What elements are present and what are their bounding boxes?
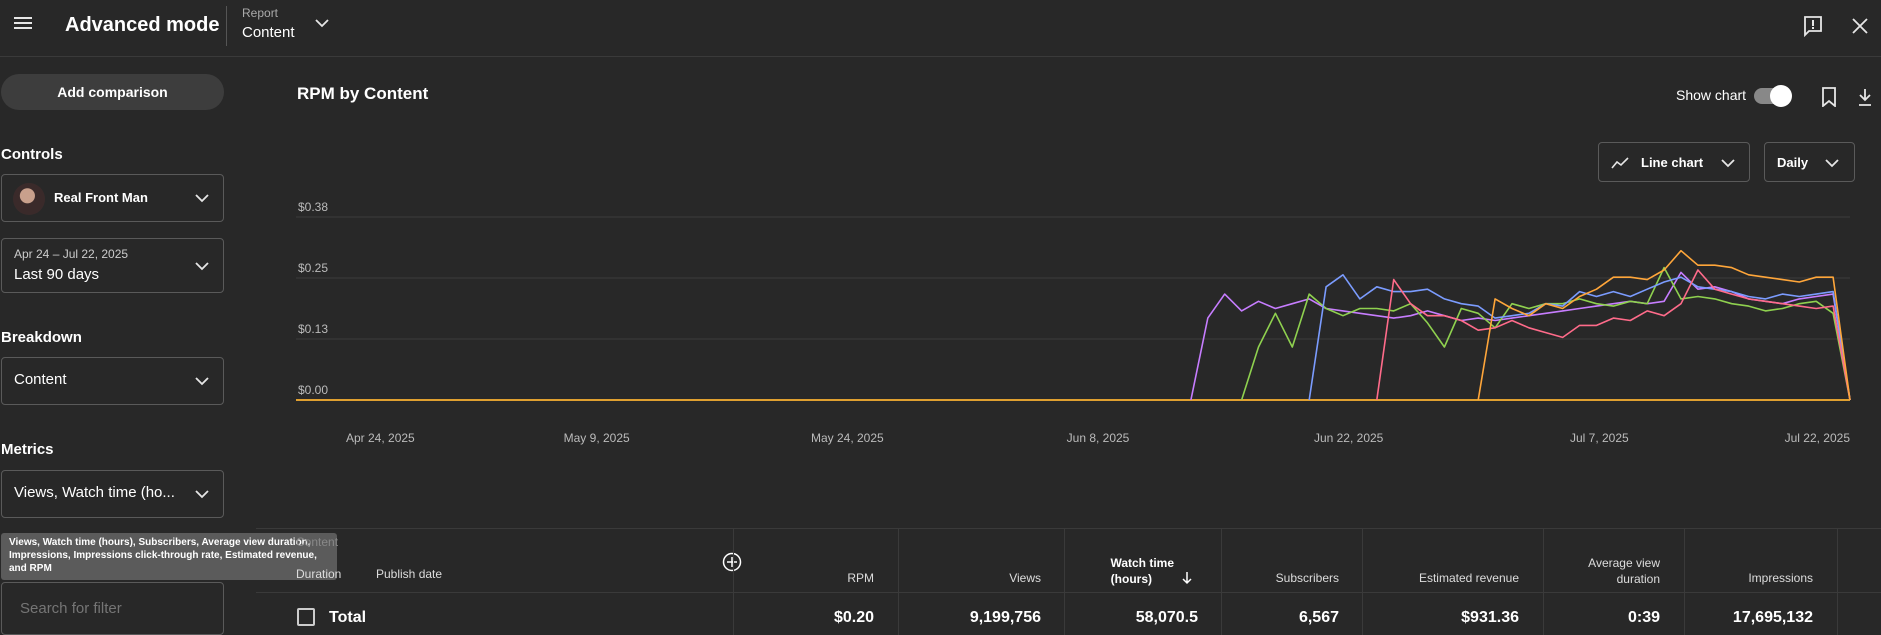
line-chart-icon (1611, 157, 1629, 169)
watch-time-column-header[interactable]: Watch time (hours) (1110, 555, 1174, 587)
add-comparison-button[interactable]: Add comparison (1, 74, 224, 110)
breakdown-value: Content (14, 371, 67, 388)
x-tick-label: Apr 24, 2025 (346, 431, 415, 445)
y-tick-label: $0.38 (298, 200, 328, 214)
metrics-tooltip: Views, Watch time (hours), Subscribers, … (1, 533, 337, 580)
y-tick-label: $0.13 (298, 322, 328, 336)
report-label: Report (242, 6, 279, 20)
total-average-view-duration: 0:39 (1627, 609, 1660, 626)
feedback-icon[interactable] (1802, 15, 1824, 37)
x-tick-label: Jun 8, 2025 (1067, 431, 1130, 445)
table-top-border (256, 528, 1881, 529)
channel-name: Real Front Man (54, 190, 148, 205)
breakdown-heading: Breakdown (1, 329, 82, 346)
interval-dropdown[interactable]: Daily (1764, 142, 1855, 182)
metrics-value: Views, Watch time (ho... (14, 484, 175, 501)
controls-heading: Controls (1, 146, 63, 163)
search-filter-input[interactable] (1, 582, 224, 635)
col-divider (1064, 528, 1065, 635)
total-row-checkbox[interactable] (297, 608, 315, 626)
estimated-revenue-column-header[interactable]: Estimated revenue (1418, 571, 1519, 585)
publish-date-column-header[interactable]: Publish date (376, 567, 443, 581)
chart-title: RPM by Content (297, 84, 429, 103)
avg-view-header-line1: Average view (1588, 556, 1660, 570)
divider (226, 6, 227, 46)
menu-icon[interactable] (12, 14, 34, 36)
series-line-2 (1240, 266, 1851, 401)
series-line-3 (1308, 274, 1851, 401)
chart-panel: RPM by Content Show chart Line chart Dai… (256, 57, 1881, 635)
col-divider (1221, 528, 1222, 635)
rpm-column-header[interactable]: RPM (847, 571, 874, 585)
channel-selector[interactable]: Real Front Man (1, 174, 224, 222)
x-tick-label: May 9, 2025 (564, 431, 630, 445)
chart-type-label: Line chart (1641, 155, 1704, 170)
avg-view-header-line2: duration (1616, 572, 1660, 586)
watch-time-header-line2: (hours) (1110, 572, 1152, 586)
chevron-down-icon (1825, 159, 1839, 168)
chevron-down-icon (195, 261, 209, 270)
col-divider (1684, 528, 1685, 635)
add-column-icon[interactable] (722, 552, 742, 572)
y-tick-label: $0.25 (298, 261, 328, 275)
average-view-duration-column-header[interactable]: Average view duration (1588, 555, 1660, 587)
chart-type-dropdown[interactable]: Line chart (1598, 142, 1750, 182)
duration-column-header[interactable]: Duration (296, 567, 342, 581)
x-tick-label: Jun 22, 2025 (1314, 431, 1384, 445)
series-line-5 (1477, 249, 1851, 401)
series-line-1 (1190, 271, 1851, 401)
watch-time-header-line1: Watch time (1110, 556, 1174, 570)
x-tick-label: Jul 7, 2025 (1570, 431, 1629, 445)
interval-label: Daily (1777, 155, 1809, 170)
report-selector[interactable]: Report Content (242, 6, 295, 41)
subscribers-column-header[interactable]: Subscribers (1275, 571, 1339, 585)
page-title: Advanced mode (65, 14, 220, 36)
top-bar: Advanced mode Report Content (0, 0, 1881, 57)
y-tick-label: $0.00 (298, 383, 328, 397)
chevron-down-icon (1721, 159, 1735, 168)
series-line-4 (1376, 269, 1851, 401)
impressions-column-header[interactable]: Impressions (1748, 571, 1813, 585)
table-header-border (256, 592, 1881, 593)
col-divider (733, 528, 734, 635)
date-range-text: Apr 24 – Jul 22, 2025 (14, 247, 129, 261)
show-chart-label: Show chart (1676, 87, 1747, 103)
total-rpm: $0.20 (833, 609, 874, 626)
col-divider (1837, 528, 1838, 635)
sidebar: Add comparison Controls Real Front Man A… (0, 57, 226, 635)
chevron-down-icon (195, 490, 209, 499)
views-column-header[interactable]: Views (1009, 571, 1041, 585)
bookmark-icon[interactable] (1820, 87, 1838, 107)
download-icon[interactable] (1856, 87, 1874, 107)
date-preset-text: Last 90 days (14, 266, 100, 283)
metrics-selector[interactable]: Views, Watch time (ho... (1, 470, 224, 518)
total-subscribers: 6,567 (1298, 609, 1339, 626)
chevron-down-icon (195, 194, 209, 203)
x-tick-label: Jul 22, 2025 (1785, 431, 1851, 445)
content-column-header: Content (296, 535, 339, 549)
col-divider (1362, 528, 1363, 635)
total-views: 9,199,756 (969, 609, 1041, 626)
show-chart-toggle[interactable] (1754, 85, 1792, 107)
chevron-down-icon (195, 377, 209, 386)
col-divider (898, 528, 899, 635)
total-watch-time: 58,070.5 (1135, 609, 1198, 626)
chevron-down-icon[interactable] (315, 18, 329, 28)
total-estimated-revenue: $931.36 (1461, 609, 1519, 626)
sort-arrow-down-icon[interactable] (1180, 571, 1194, 585)
close-icon[interactable] (1849, 15, 1871, 37)
avatar (13, 183, 45, 215)
breakdown-selector[interactable]: Content (1, 357, 224, 405)
x-tick-label: May 24, 2025 (811, 431, 884, 445)
rpm-line-chart: $0.38 $0.25 $0.13 $0.00 Apr 24, 2025 May 9, 2… (296, 200, 1851, 445)
total-impressions: 17,695,132 (1732, 609, 1813, 626)
total-label: Total (329, 609, 367, 626)
report-value: Content (242, 24, 295, 41)
date-range-selector[interactable]: Apr 24 – Jul 22, 2025 Last 90 days (1, 238, 224, 293)
col-divider (1543, 528, 1544, 635)
metrics-heading: Metrics (1, 441, 54, 458)
